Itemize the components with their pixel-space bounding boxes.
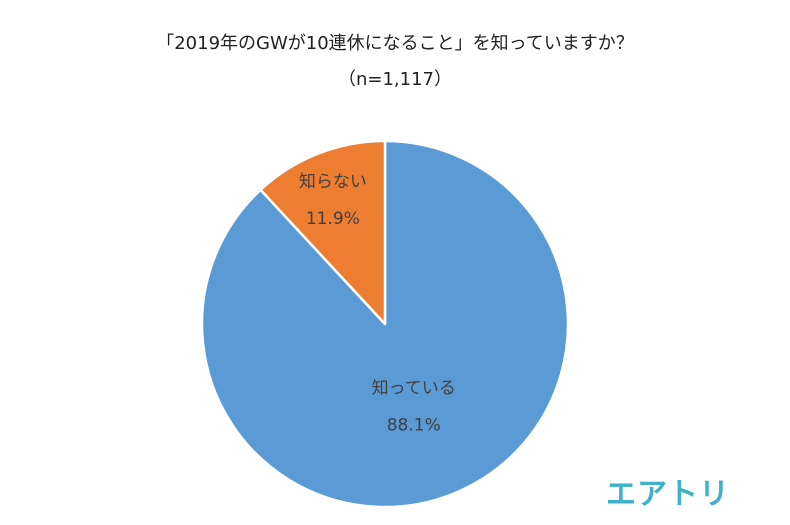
slice-value-label-1: 88.1% — [387, 415, 441, 435]
pie-labels: 知っている 88.1% 知らない 11.9% — [299, 172, 456, 435]
chart-title-block: 「2019年のGWが10連休になること」を知っていますか？ （n=1,117） — [0, 26, 790, 98]
pie-slice-2 — [259, 139, 387, 326]
chart-title: 「2019年のGWが10連休になること」を知っていますか？ — [156, 33, 634, 54]
slice-label-2: 知らない — [299, 172, 367, 192]
chart-subtitle: （n=1,117） — [337, 69, 453, 90]
slice-value-label-2: 11.9% — [306, 209, 360, 229]
slice-label-1: 知っている — [372, 378, 456, 398]
airtrip-logo: エアトリ — [606, 477, 730, 512]
pie-slices — [200, 139, 570, 509]
